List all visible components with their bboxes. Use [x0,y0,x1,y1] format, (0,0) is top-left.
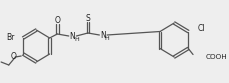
Text: COOH: COOH [204,54,226,60]
Text: O: O [54,16,60,24]
Text: N: N [100,30,106,40]
Text: N: N [69,32,75,41]
Text: O: O [11,51,16,61]
Text: Cl: Cl [197,24,204,33]
Text: Br: Br [6,33,14,42]
Text: H: H [104,36,109,41]
Text: S: S [85,14,90,22]
Text: H: H [74,37,79,42]
